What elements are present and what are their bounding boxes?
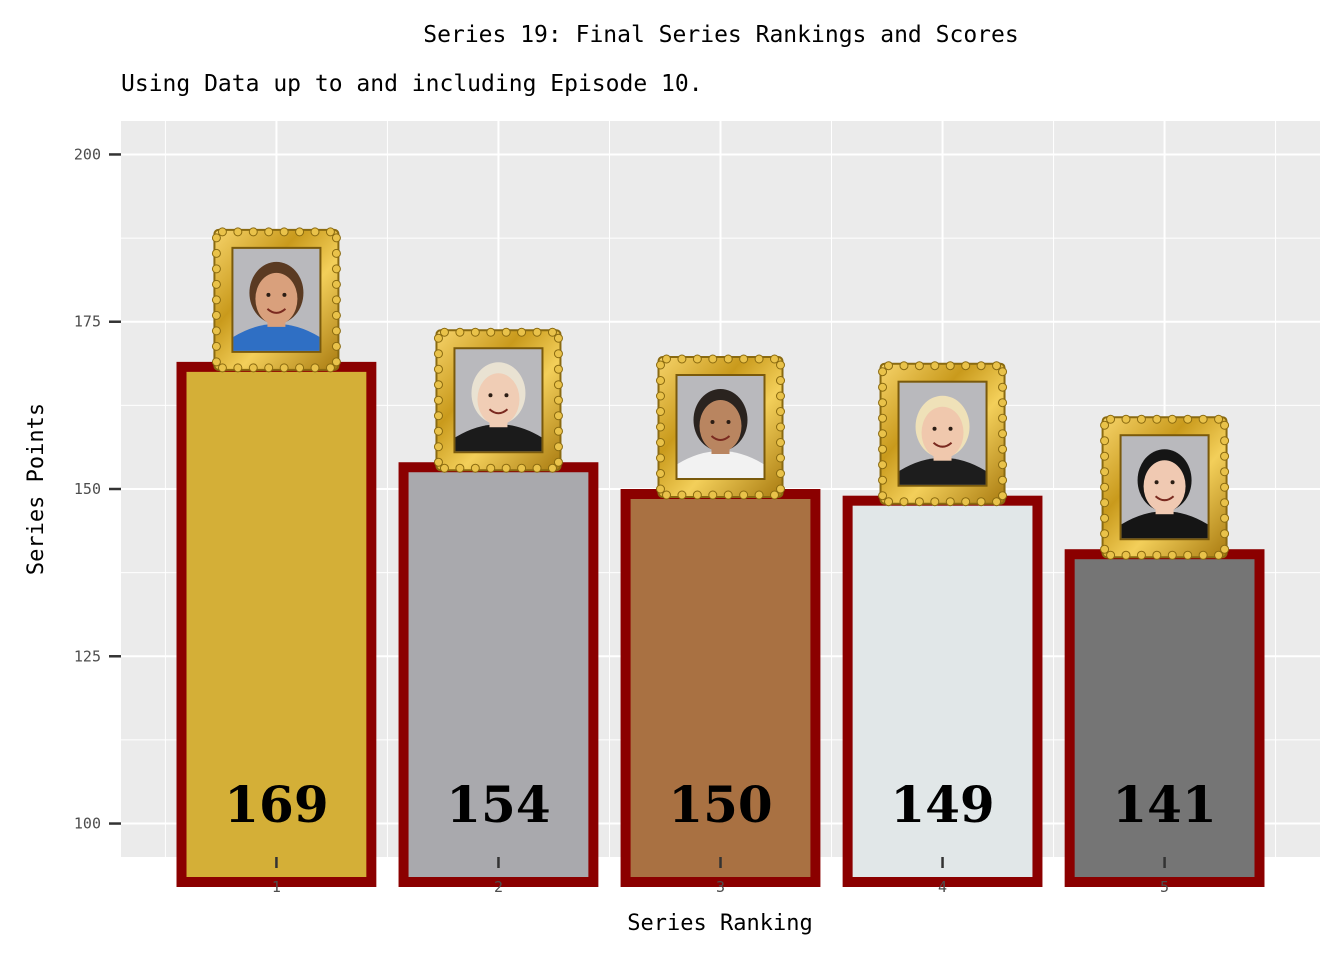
portrait-3-icon [656,354,785,500]
portrait-4-icon [878,361,1008,507]
portraits [211,227,1230,560]
portrait-2-icon [433,327,563,473]
bar-label-4: 149 [890,775,994,834]
x-axis: 1 2 3 4 5 [272,857,1169,896]
y-axis: 100 125 150 175 200 [74,145,121,833]
bars [176,361,1265,888]
x-tick-label: 4 [938,878,947,896]
bar-label-1: 169 [224,775,328,834]
y-axis-title: Series Points [24,403,49,575]
x-tick-label: 3 [716,878,725,896]
bar-label-2: 154 [446,775,550,834]
portrait-1-icon [211,227,341,373]
bar-4 [842,495,1043,887]
bar-labels: 169 154 150 149 141 [224,775,1217,834]
chart-subtitle: Using Data up to and including Episode 1… [121,71,703,97]
bar-1 [176,361,377,887]
chart-title: Series 19: Final Series Rankings and Sco… [423,22,1018,48]
x-axis-title: Series Ranking [627,911,812,936]
y-tick-label: 100 [74,815,101,833]
y-tick-label: 125 [74,647,101,665]
bar-3 [620,489,821,887]
y-tick-label: 200 [74,145,101,163]
bar-label-3: 150 [668,775,772,834]
bar-5 [1064,549,1265,888]
bar-2 [398,462,599,887]
bar-label-5: 141 [1112,775,1216,834]
x-tick-label: 1 [272,878,281,896]
portrait-5-icon [1100,414,1230,560]
y-tick-label: 150 [74,480,101,498]
x-tick-label: 2 [494,878,503,896]
x-tick-label: 5 [1160,878,1169,896]
y-tick-label: 175 [74,313,101,331]
